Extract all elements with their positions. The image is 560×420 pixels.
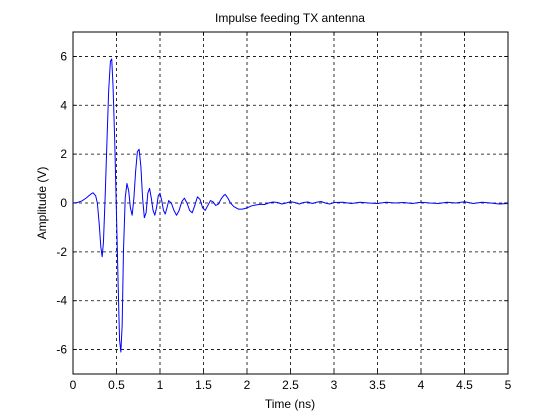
y-tick-label: -6	[56, 343, 67, 357]
y-tick-label: 6	[60, 49, 67, 63]
x-tick-label: 1.5	[195, 378, 212, 392]
x-tick-label: 3.5	[369, 378, 386, 392]
x-tick-label: 2	[244, 378, 251, 392]
y-tick-label: -2	[56, 245, 67, 259]
y-axis-label: Amplitude (V)	[35, 167, 49, 240]
x-tick-label: 1	[157, 378, 164, 392]
x-tick-label: 5	[505, 378, 512, 392]
x-axis-label: Time (ns)	[265, 397, 315, 411]
y-tick-label: 2	[60, 147, 67, 161]
y-tick-label: 0	[60, 196, 67, 210]
y-tick-label: 4	[60, 98, 67, 112]
x-tick-label: 3	[331, 378, 338, 392]
x-tick-label: 4.5	[456, 378, 473, 392]
y-tick-label: -4	[56, 294, 67, 308]
series-line	[72, 58, 509, 353]
chart-title: Impulse feeding TX antenna	[215, 11, 365, 25]
x-tick-label: 0	[70, 378, 77, 392]
plot-area: 0 0.5 1 1.5 2 2.5 3 3.5 4 4.5 5 -6 -4 -2 0 2 4 6	[56, 31, 512, 392]
x-tick-label: 4	[418, 378, 425, 392]
x-tick-label: 0.5	[108, 378, 125, 392]
x-tick-label: 2.5	[282, 378, 299, 392]
